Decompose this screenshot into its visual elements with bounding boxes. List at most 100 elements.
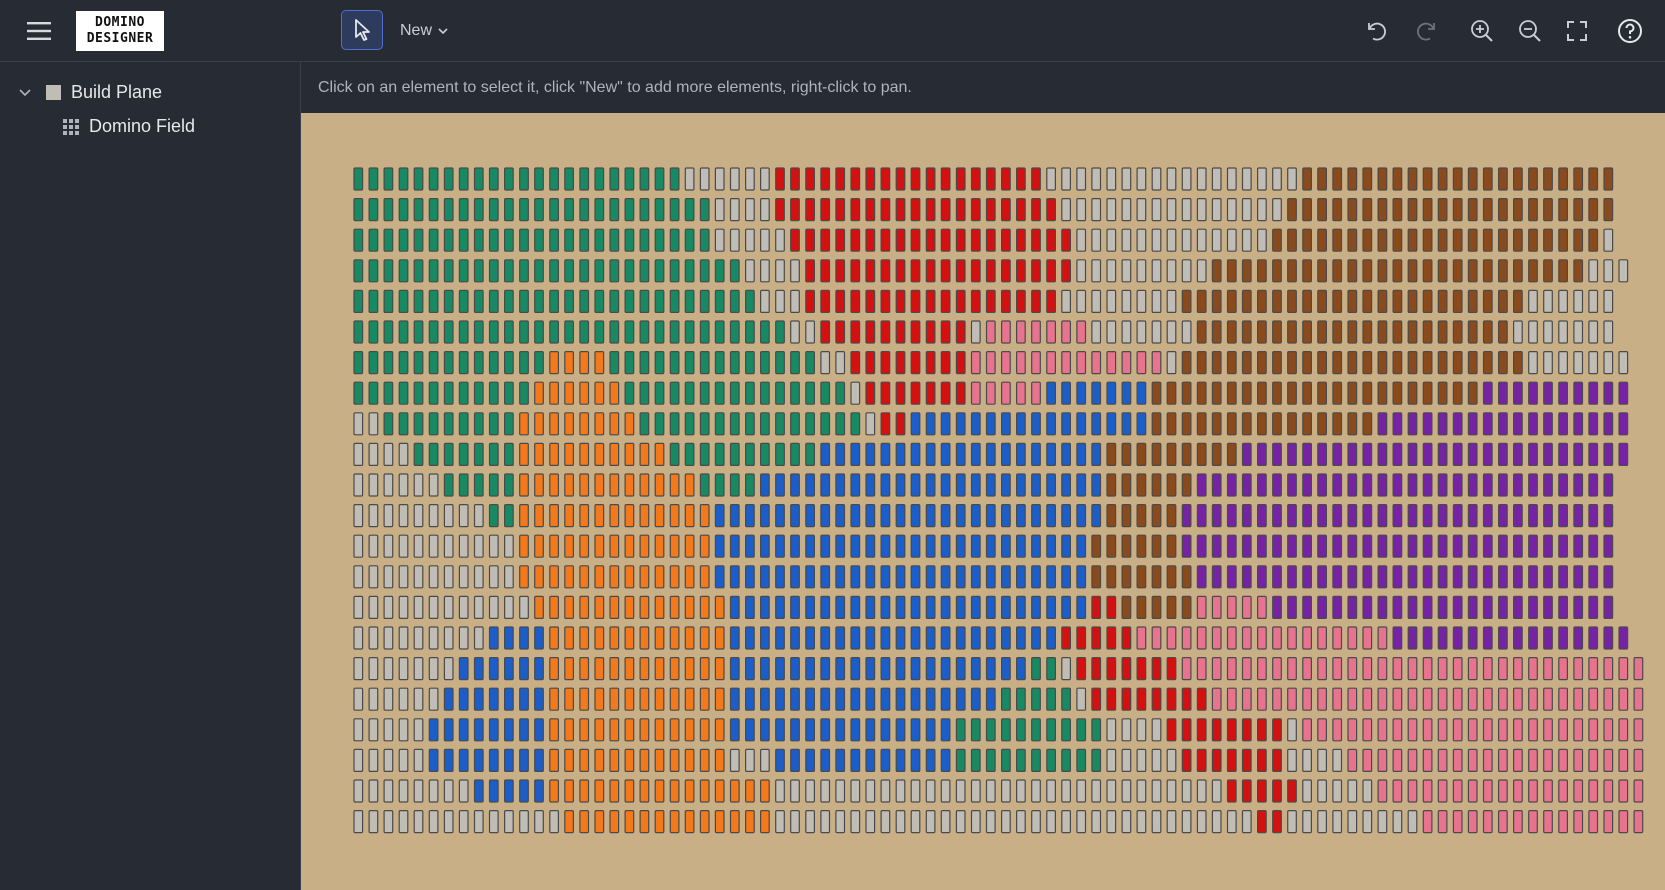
domino[interactable] (955, 748, 966, 773)
domino[interactable] (1332, 656, 1343, 681)
domino[interactable] (760, 259, 770, 283)
domino[interactable] (820, 167, 831, 191)
domino[interactable] (970, 565, 981, 589)
domino[interactable] (805, 351, 815, 375)
domino[interactable] (1618, 809, 1629, 834)
domino[interactable] (1588, 504, 1599, 528)
domino[interactable] (775, 504, 785, 528)
domino[interactable] (1497, 412, 1508, 436)
domino[interactable] (624, 626, 635, 650)
domino[interactable] (1512, 748, 1523, 773)
domino[interactable] (760, 473, 770, 497)
domino[interactable] (1121, 289, 1132, 313)
domino[interactable] (654, 320, 665, 344)
domino[interactable] (1377, 412, 1388, 436)
domino[interactable] (910, 504, 921, 528)
domino[interactable] (1573, 626, 1584, 650)
domino[interactable] (1407, 442, 1418, 466)
domino[interactable] (624, 565, 635, 589)
domino[interactable] (639, 442, 650, 466)
domino[interactable] (940, 381, 951, 405)
domino[interactable] (1543, 718, 1553, 742)
domino[interactable] (1196, 626, 1207, 650)
domino[interactable] (865, 565, 876, 589)
domino[interactable] (549, 197, 560, 222)
domino[interactable] (1211, 289, 1222, 313)
domino[interactable] (1603, 626, 1614, 650)
domino[interactable] (473, 687, 484, 711)
domino[interactable] (1437, 167, 1448, 191)
domino[interactable] (745, 595, 755, 619)
domino[interactable] (383, 412, 394, 436)
domino[interactable] (820, 718, 831, 742)
domino[interactable] (473, 259, 484, 283)
domino[interactable] (1211, 718, 1222, 742)
domino[interactable] (443, 442, 454, 466)
domino[interactable] (1226, 412, 1237, 436)
domino[interactable] (624, 687, 635, 711)
domino[interactable] (549, 442, 560, 466)
domino[interactable] (714, 718, 725, 742)
domino[interactable] (1031, 320, 1041, 344)
domino[interactable] (594, 228, 605, 252)
domino[interactable] (1497, 748, 1508, 773)
domino[interactable] (579, 228, 590, 252)
domino[interactable] (850, 718, 861, 742)
domino[interactable] (865, 197, 876, 222)
domino[interactable] (669, 167, 680, 191)
domino[interactable] (985, 565, 996, 589)
domino[interactable] (458, 289, 469, 313)
domino[interactable] (368, 320, 379, 344)
domino[interactable] (1437, 687, 1448, 711)
domino[interactable] (1377, 197, 1388, 222)
domino[interactable] (1226, 779, 1237, 803)
domino[interactable] (1241, 259, 1252, 283)
domino[interactable] (895, 626, 906, 650)
domino[interactable] (1106, 259, 1117, 283)
domino[interactable] (1136, 320, 1147, 344)
domino[interactable] (1272, 504, 1282, 528)
domino[interactable] (1422, 473, 1433, 497)
domino[interactable] (443, 656, 454, 681)
domino[interactable] (1166, 809, 1177, 834)
domino[interactable] (1151, 197, 1162, 222)
domino[interactable] (1287, 626, 1297, 650)
domino[interactable] (398, 534, 409, 558)
domino[interactable] (1287, 381, 1297, 405)
domino[interactable] (519, 228, 529, 252)
domino[interactable] (1603, 442, 1614, 466)
domino[interactable] (1091, 534, 1102, 558)
domino[interactable] (1528, 197, 1538, 222)
domino[interactable] (1317, 595, 1327, 619)
domino[interactable] (639, 779, 650, 803)
domino[interactable] (1317, 289, 1327, 313)
domino[interactable] (1046, 656, 1056, 681)
domino[interactable] (699, 412, 710, 436)
domino[interactable] (985, 197, 996, 222)
domino[interactable] (1166, 565, 1177, 589)
domino[interactable] (1347, 442, 1358, 466)
domino[interactable] (654, 626, 665, 650)
domino[interactable] (970, 259, 981, 283)
domino[interactable] (1196, 197, 1207, 222)
domino[interactable] (1558, 534, 1569, 558)
domino[interactable] (1076, 259, 1087, 283)
domino[interactable] (1046, 748, 1056, 773)
domino[interactable] (594, 320, 605, 344)
domino[interactable] (865, 473, 876, 497)
domino[interactable] (1558, 412, 1569, 436)
domino[interactable] (1588, 442, 1599, 466)
domino[interactable] (654, 748, 665, 773)
domino[interactable] (1407, 565, 1418, 589)
domino[interactable] (609, 289, 620, 313)
domino[interactable] (835, 228, 846, 252)
domino[interactable] (1467, 167, 1478, 191)
domino[interactable] (1091, 748, 1102, 773)
domino[interactable] (1151, 718, 1162, 742)
domino[interactable] (955, 197, 966, 222)
domino[interactable] (488, 351, 499, 375)
domino[interactable] (1181, 748, 1192, 773)
domino[interactable] (488, 779, 499, 803)
domino[interactable] (1573, 381, 1584, 405)
domino[interactable] (1256, 595, 1267, 619)
